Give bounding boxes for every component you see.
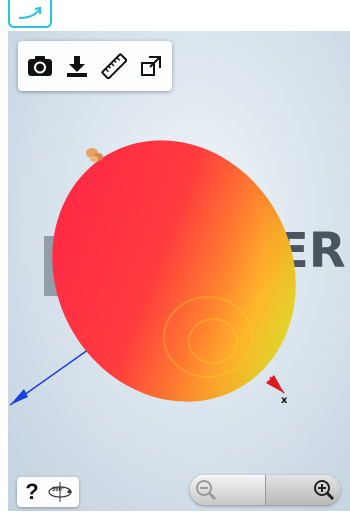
axis-arrow-red bbox=[266, 375, 284, 393]
lobe-ring bbox=[163, 296, 253, 378]
rotate-360-icon bbox=[48, 482, 72, 502]
zoom-in-button[interactable] bbox=[313, 479, 335, 501]
curved-arrow-icon bbox=[18, 6, 41, 19]
popout-button[interactable] bbox=[134, 49, 168, 83]
rotate-360-button[interactable]: 360° bbox=[47, 480, 73, 504]
download-button[interactable] bbox=[60, 49, 94, 83]
help-panel: ? 360° bbox=[17, 477, 79, 507]
zoom-out-button[interactable] bbox=[195, 479, 217, 501]
zoom-out-icon bbox=[196, 480, 217, 501]
radiation-pattern-scene[interactable]: ER x bbox=[8, 31, 350, 511]
antenna-element bbox=[86, 148, 103, 162]
help-button[interactable]: ? bbox=[25, 479, 39, 504]
axis-arrow-blue bbox=[10, 389, 28, 405]
zoom-in-icon bbox=[314, 480, 335, 501]
rotate-360-label: 360° bbox=[52, 487, 65, 493]
axis-x-label: x bbox=[281, 395, 288, 406]
ruler-icon bbox=[101, 53, 127, 79]
lobe-ring-inner bbox=[188, 318, 238, 364]
radiation-lobe-shade bbox=[52, 140, 296, 402]
zoom-slider-divider[interactable] bbox=[265, 475, 266, 505]
popout-icon bbox=[141, 56, 161, 76]
corner-badge[interactable] bbox=[8, 0, 52, 28]
zoom-slider[interactable] bbox=[190, 475, 340, 505]
zoom-slider-fill bbox=[266, 475, 340, 505]
camera-icon bbox=[28, 56, 52, 76]
3d-viewer[interactable]: ER x bbox=[8, 31, 350, 511]
download-icon bbox=[67, 56, 87, 77]
ruler-button[interactable] bbox=[97, 49, 131, 83]
camera-button[interactable] bbox=[23, 49, 57, 83]
toolbar bbox=[18, 41, 172, 91]
